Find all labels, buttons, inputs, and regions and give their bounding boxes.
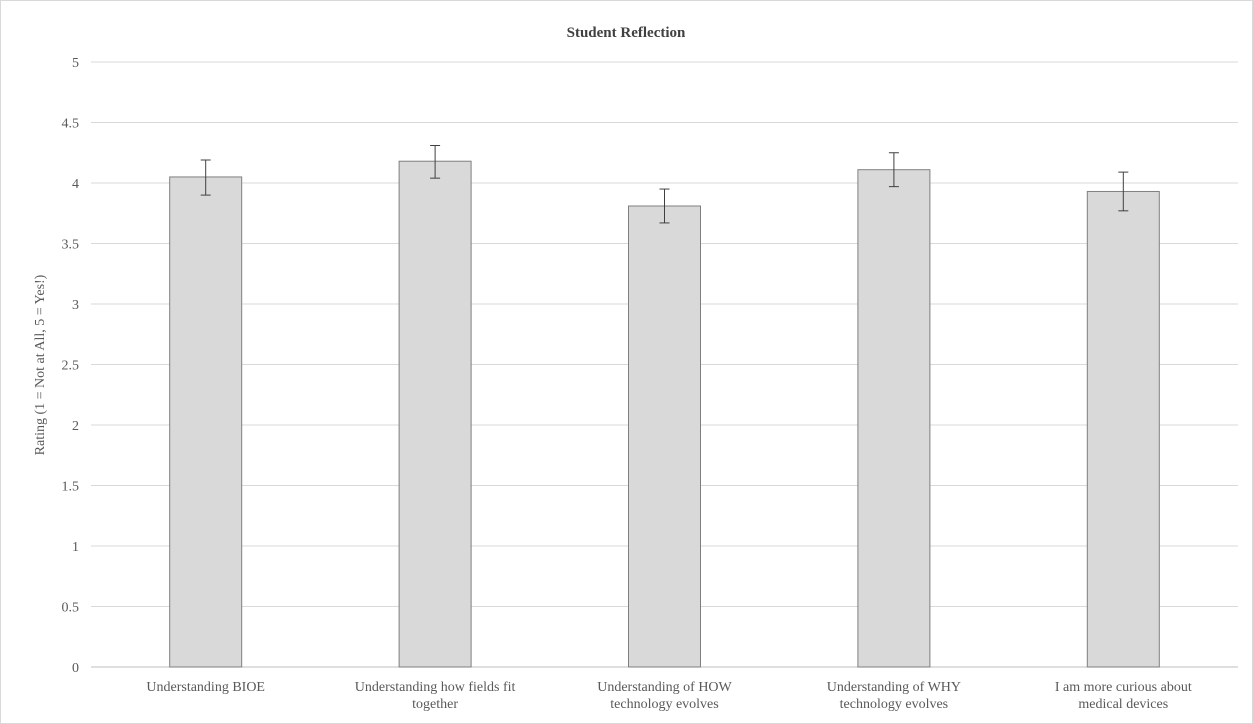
- y-tick-label: 4: [72, 177, 79, 192]
- x-tick-label: I am more curious about medical devices: [1055, 680, 1192, 712]
- bar: [169, 176, 243, 668]
- x-tick-labels: Understanding BIOE Understanding how fiel…: [146, 680, 1191, 712]
- y-tick-label: 0.5: [62, 601, 80, 616]
- y-axis-label: Rating (1 = Not at All, 5 = Yes!): [33, 274, 48, 455]
- x-tick-label-line: Understanding how fields fit: [355, 680, 516, 695]
- chart-title: Student Reflection: [567, 25, 686, 41]
- error-bar: [888, 152, 899, 188]
- y-tick-label: 3.5: [62, 238, 80, 253]
- error-bar: [1118, 171, 1129, 212]
- error-bar: [659, 188, 670, 224]
- bar: [628, 205, 701, 668]
- x-tick-label-line: technology evolves: [840, 697, 948, 712]
- bar: [398, 160, 472, 668]
- y-tick-label: 5: [72, 56, 79, 71]
- y-tick-label: 2: [72, 419, 79, 434]
- error-bar: [430, 144, 441, 179]
- error-bar: [200, 159, 211, 196]
- y-tick-label: 4.5: [62, 117, 80, 132]
- bar: [1086, 190, 1160, 668]
- x-tick-label: Understanding of HOW technology evolves: [597, 680, 732, 712]
- bars: [169, 160, 1160, 668]
- x-tick-label: Understanding BIOE: [146, 680, 265, 695]
- x-tick-label-line: Understanding of WHY: [827, 680, 961, 695]
- y-tick-label: 1.5: [62, 480, 80, 495]
- y-tick-label: 3: [72, 298, 79, 313]
- x-tick-label-line: technology evolves: [610, 697, 718, 712]
- x-tick-label-line: I am more curious about: [1055, 680, 1192, 695]
- x-tick-label-line: Understanding of HOW: [597, 680, 732, 695]
- bar: [857, 169, 931, 668]
- y-tick-label: 0: [72, 661, 79, 676]
- y-tick-labels: 0 0.5 1 1.5 2 2.5 3 3.5 4 4.5 5: [62, 56, 80, 676]
- error-bars: [200, 144, 1129, 224]
- x-tick-label: Understanding of WHY technology evolves: [827, 680, 961, 712]
- x-tick-label-line: Understanding BIOE: [146, 680, 265, 695]
- y-tick-label: 1: [72, 540, 79, 555]
- x-tick-label-line: medical devices: [1078, 697, 1168, 712]
- y-tick-label: 2.5: [62, 359, 80, 374]
- x-tick-label: Understanding how fields fit together: [355, 680, 516, 712]
- x-tick-label-line: together: [412, 697, 458, 712]
